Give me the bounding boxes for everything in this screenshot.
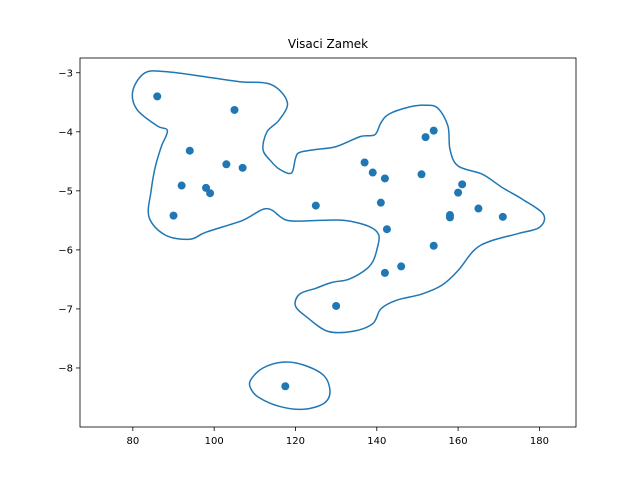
data-point-28 bbox=[281, 382, 290, 391]
data-point-21 bbox=[498, 212, 507, 221]
x-tick-label: 120 bbox=[286, 436, 305, 447]
y-tick-label: −7 bbox=[58, 304, 73, 315]
x-tick-label: 160 bbox=[449, 436, 468, 447]
data-point-15 bbox=[429, 126, 438, 135]
data-point-11 bbox=[368, 168, 377, 177]
y-tick-label: −3 bbox=[58, 68, 73, 79]
data-point-14 bbox=[382, 225, 391, 234]
plot-frame bbox=[79, 57, 577, 428]
data-point-7 bbox=[206, 189, 215, 198]
data-point-25 bbox=[397, 262, 406, 271]
data-point-13 bbox=[376, 198, 385, 207]
data-point-10 bbox=[360, 158, 369, 167]
data-point-3 bbox=[222, 160, 231, 169]
points-layer bbox=[153, 92, 507, 391]
data-point-5 bbox=[177, 181, 186, 190]
data-point-17 bbox=[417, 170, 426, 179]
data-point-16 bbox=[421, 133, 430, 142]
x-tick-label: 140 bbox=[367, 436, 386, 447]
y-tick-label: −6 bbox=[58, 245, 73, 256]
data-point-4 bbox=[238, 163, 247, 172]
contour-layer bbox=[131, 70, 546, 411]
data-point-20 bbox=[474, 204, 483, 213]
contour-line-1 bbox=[248, 361, 331, 411]
contour-line-0 bbox=[131, 70, 546, 334]
data-point-2 bbox=[185, 146, 194, 155]
data-point-18 bbox=[458, 180, 467, 189]
axes-layer: 80 100 120 140 160 180 −3 −4 −5 −6 −7 −8 bbox=[58, 57, 577, 447]
data-point-23 bbox=[445, 213, 454, 222]
data-point-19 bbox=[454, 188, 463, 197]
data-point-8 bbox=[169, 211, 178, 220]
data-point-1 bbox=[230, 105, 239, 114]
x-tick-label: 80 bbox=[126, 436, 139, 447]
data-point-24 bbox=[429, 241, 438, 250]
data-point-26 bbox=[380, 268, 389, 277]
y-tick-label: −8 bbox=[58, 363, 73, 374]
y-tick-label: −5 bbox=[58, 186, 73, 197]
y-tick-label: −4 bbox=[58, 127, 73, 138]
x-tick-label: 180 bbox=[530, 436, 549, 447]
data-point-0 bbox=[153, 92, 162, 101]
data-point-27 bbox=[332, 301, 341, 310]
x-tick-label: 100 bbox=[205, 436, 224, 447]
data-point-9 bbox=[311, 201, 320, 210]
data-point-12 bbox=[380, 174, 389, 183]
chart-title: Visaci Zamek bbox=[288, 37, 368, 51]
